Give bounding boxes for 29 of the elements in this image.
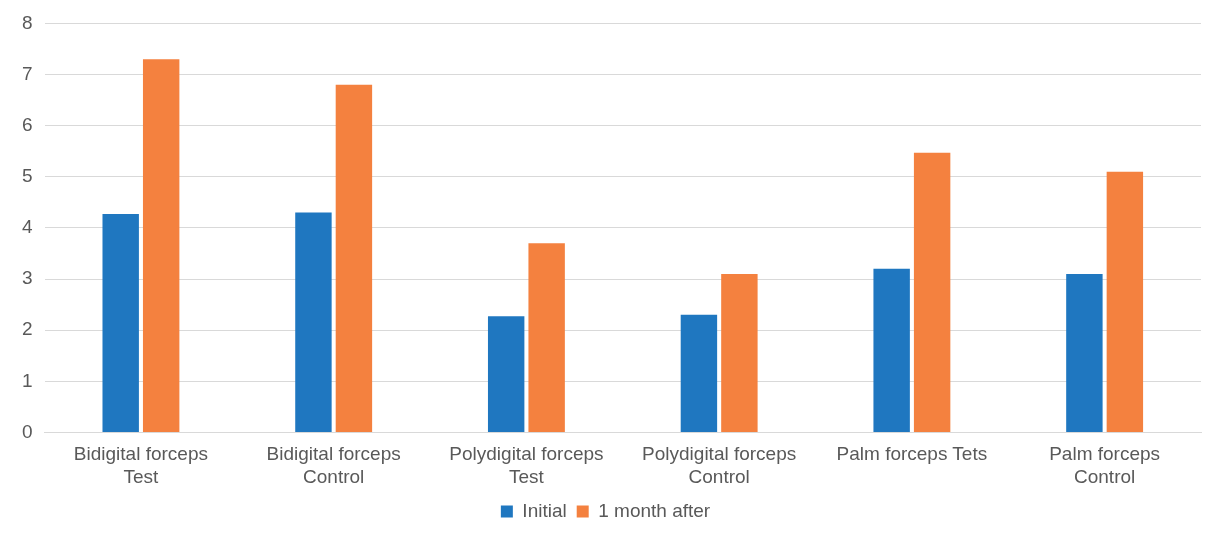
legend-label: Initial xyxy=(522,499,567,521)
y-tick-label: 2 xyxy=(21,318,33,340)
y-tick-label: 8 xyxy=(21,11,33,33)
bar xyxy=(295,212,332,432)
y-tick-label: 4 xyxy=(21,216,33,238)
x-tick-label: Palm forceps Tets xyxy=(836,443,988,465)
y-tick-label: 0 xyxy=(21,420,33,442)
bar xyxy=(913,152,951,432)
x-tick-label: Polydigital forceps Control xyxy=(642,443,797,487)
y-tick-label: 1 xyxy=(21,369,33,391)
bar xyxy=(1106,171,1144,432)
x-tick-label: Polydigital forceps Test xyxy=(449,443,604,487)
bar xyxy=(873,268,910,432)
bar xyxy=(102,214,139,432)
bar xyxy=(335,84,373,432)
x-tick-label: Bidigital forceps Test xyxy=(73,443,208,487)
bar xyxy=(528,243,565,432)
bar xyxy=(1066,273,1103,432)
y-tick-label: 6 xyxy=(21,113,33,135)
y-tick-label: 3 xyxy=(21,267,33,289)
x-tick-label: Bidigital forceps Control xyxy=(266,443,401,487)
y-tick-label: 5 xyxy=(21,165,33,187)
legend-label: 1 month after xyxy=(598,499,711,521)
bar xyxy=(680,314,718,432)
x-tick-label: Palm forceps Control xyxy=(1049,443,1161,487)
bar xyxy=(142,59,180,432)
bar xyxy=(487,316,525,432)
y-tick-label: 7 xyxy=(21,62,33,84)
bar xyxy=(721,273,758,432)
